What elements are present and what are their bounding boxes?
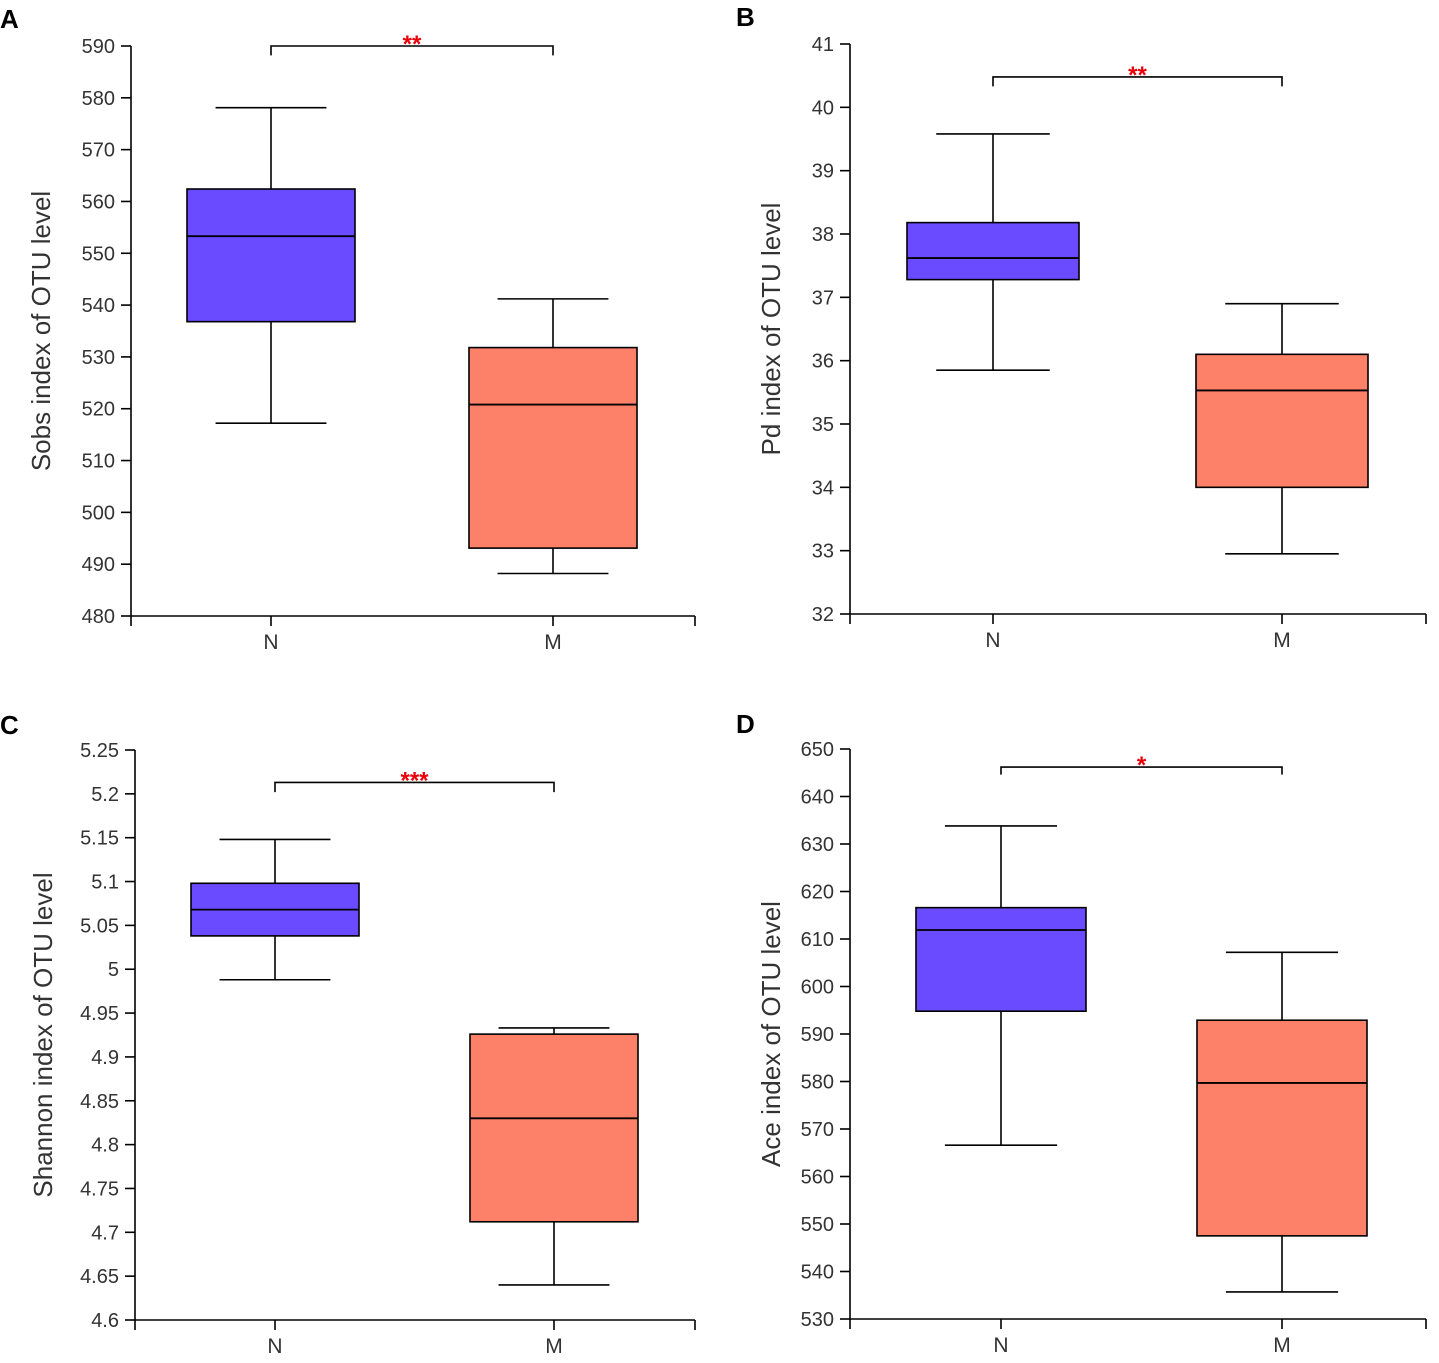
x-tick-label: N	[267, 1335, 282, 1358]
y-tick-label: 5.2	[91, 784, 119, 806]
x-tick-label: M	[1273, 629, 1291, 652]
y-tick-label: 590	[801, 1024, 834, 1046]
y-tick-label: 570	[801, 1119, 834, 1141]
y-tick-label: 570	[82, 140, 115, 162]
significance-label: ***	[400, 767, 429, 794]
y-tick-label: 5.15	[80, 828, 119, 850]
box-n	[186, 106, 356, 425]
y-axis-title: Pd index of OTU level	[756, 203, 786, 456]
panel-a: A Sobs index of OTU level 480 490 500 510 520 5…	[0, 4, 696, 654]
y-tick-label: 600	[801, 977, 834, 999]
box-m	[1196, 951, 1368, 1293]
panel-label: D	[736, 709, 755, 739]
panel-label: C	[0, 710, 19, 740]
y-tick-label: 480	[82, 606, 115, 628]
panel-b: B Pd index of OTU level 32 33 34 35 36 37 38 39 40…	[736, 2, 1427, 652]
y-tick-label: 550	[82, 243, 115, 265]
iqr-box	[1196, 1019, 1368, 1237]
y-tick-label: 4.95	[80, 1003, 119, 1025]
y-tick-label: 650	[801, 739, 834, 761]
panel-label: B	[736, 2, 755, 32]
y-tick-label: 500	[82, 502, 115, 524]
y-tick-label: 540	[82, 295, 115, 317]
y-tick-label: 4.75	[80, 1178, 119, 1200]
y-tick-label: 630	[801, 834, 834, 856]
y-tick-label: 4.6	[91, 1310, 119, 1332]
iqr-box	[469, 1033, 639, 1223]
box-m	[1195, 302, 1369, 555]
box-n	[915, 825, 1087, 1146]
significance-label: **	[403, 31, 422, 58]
y-tick-label: 36	[812, 351, 834, 373]
y-tick-label: 560	[82, 191, 115, 213]
y-axis-title: Sobs index of OTU level	[26, 191, 56, 471]
y-tick-label: 37	[812, 287, 834, 309]
y-axis-title: Ace index of OTU level	[756, 901, 786, 1167]
iqr-box	[915, 906, 1087, 1013]
y-tick-label: 620	[801, 882, 834, 904]
y-tick-label: 33	[812, 541, 834, 563]
y-tick-label: 38	[812, 224, 834, 246]
y-tick-label: 530	[801, 1309, 834, 1331]
y-tick-label: 580	[82, 88, 115, 110]
significance-bracket	[1000, 766, 1283, 775]
y-tick-label: 39	[812, 161, 834, 183]
box-m	[468, 298, 638, 575]
significance-bracket	[992, 76, 1283, 87]
y-tick-label: 4.9	[91, 1047, 119, 1069]
y-tick-label: 4.85	[80, 1091, 119, 1113]
iqr-box	[186, 188, 356, 323]
x-tick-label: N	[985, 629, 1000, 652]
y-tick-label: 530	[82, 347, 115, 369]
y-tick-label: 490	[82, 554, 115, 576]
y-tick-label: 520	[82, 399, 115, 421]
panel-d: D Ace index of OTU level 530 540 550 560 570 58…	[736, 709, 1427, 1357]
significance-bracket	[270, 45, 554, 56]
y-tick-label: 34	[812, 477, 834, 499]
x-tick-label: M	[1273, 1334, 1291, 1357]
box-n	[906, 133, 1080, 371]
x-tick-label: M	[544, 631, 562, 654]
iqr-box	[468, 346, 638, 549]
panel-c: C Shannon index of OTU level 4.6 4.65 4.7 4.7…	[0, 710, 696, 1358]
significance-bracket	[274, 781, 555, 793]
y-tick-label: 610	[801, 929, 834, 951]
x-tick-label: N	[993, 1334, 1008, 1357]
y-tick-label: 590	[82, 36, 115, 58]
y-tick-label: 550	[801, 1214, 834, 1236]
y-tick-label: 540	[801, 1262, 834, 1284]
y-tick-label: 35	[812, 414, 834, 436]
iqr-box	[1195, 353, 1369, 489]
box-n	[190, 838, 360, 981]
y-tick-label: 510	[82, 451, 115, 473]
y-tick-label: 4.8	[91, 1135, 119, 1157]
y-tick-label: 560	[801, 1167, 834, 1189]
iqr-box	[906, 221, 1080, 281]
y-tick-label: 580	[801, 1072, 834, 1094]
y-tick-label: 5.25	[80, 740, 119, 762]
y-tick-label: 40	[812, 97, 834, 119]
significance-label: *	[1137, 752, 1147, 779]
y-tick-label: 5	[108, 959, 119, 981]
y-tick-label: 5.1	[91, 872, 119, 894]
panel-label: A	[0, 4, 19, 34]
x-tick-label: M	[545, 1335, 563, 1358]
x-tick-label: N	[263, 631, 278, 654]
y-tick-label: 4.7	[91, 1222, 119, 1244]
y-tick-label: 640	[801, 787, 834, 809]
significance-label: **	[1128, 62, 1147, 89]
y-tick-label: 5.05	[80, 915, 119, 937]
y-tick-label: 41	[812, 34, 834, 56]
box-m	[469, 1027, 639, 1286]
y-tick-label: 32	[812, 604, 834, 626]
y-tick-label: 4.65	[80, 1266, 119, 1288]
y-axis-title: Shannon index of OTU level	[28, 872, 58, 1197]
